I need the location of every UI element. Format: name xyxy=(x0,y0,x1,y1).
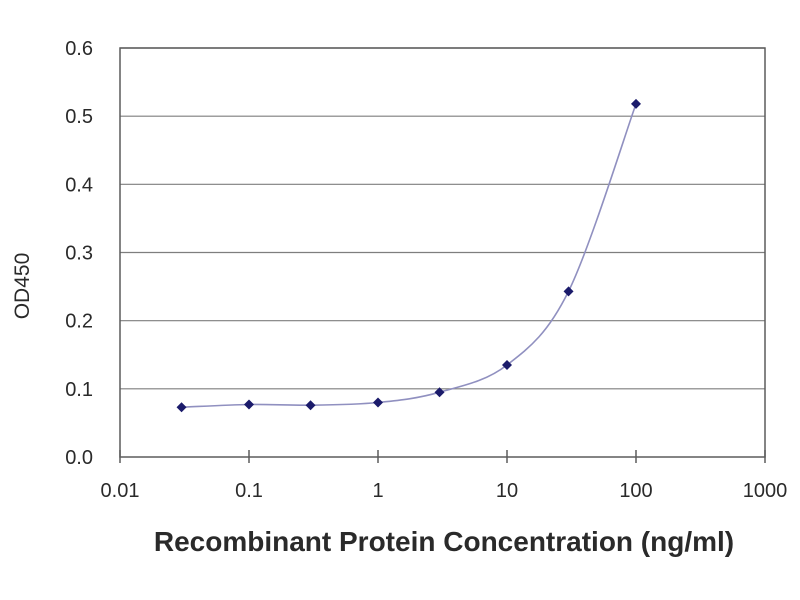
data-point-marker xyxy=(176,402,187,413)
y-tick-label: 0.3 xyxy=(65,243,93,265)
data-point-marker xyxy=(305,400,316,411)
data-point-marker xyxy=(563,286,574,297)
x-tick-label: 10 xyxy=(496,480,518,502)
data-curve xyxy=(181,103,637,408)
y-tick-label: 0.1 xyxy=(65,379,93,401)
x-tick-label: 100 xyxy=(619,480,652,502)
y-tick-label: 0.2 xyxy=(65,311,93,333)
data-point-marker xyxy=(434,387,445,398)
y-tick-label: 0.4 xyxy=(65,174,93,196)
x-axis-title: Recombinant Protein Concentration (ng/ml… xyxy=(153,526,735,557)
y-tick-label: 0.6 xyxy=(65,38,93,60)
data-point-marker xyxy=(631,98,641,109)
y-tick-label: 0.0 xyxy=(65,447,93,469)
data-point-marker xyxy=(244,399,254,410)
y-tick-label: 0.5 xyxy=(65,106,93,128)
plot-frame xyxy=(119,47,766,458)
x-tick-label: 1 xyxy=(372,480,383,502)
data-point-marker xyxy=(502,359,512,370)
x-tick-label: 0.01 xyxy=(101,480,140,502)
y-axis-title: OD450 xyxy=(11,252,34,320)
data-point-marker xyxy=(373,397,383,408)
x-tick-label: 1000 xyxy=(743,480,788,502)
x-tick-label: 0.1 xyxy=(235,480,263,502)
